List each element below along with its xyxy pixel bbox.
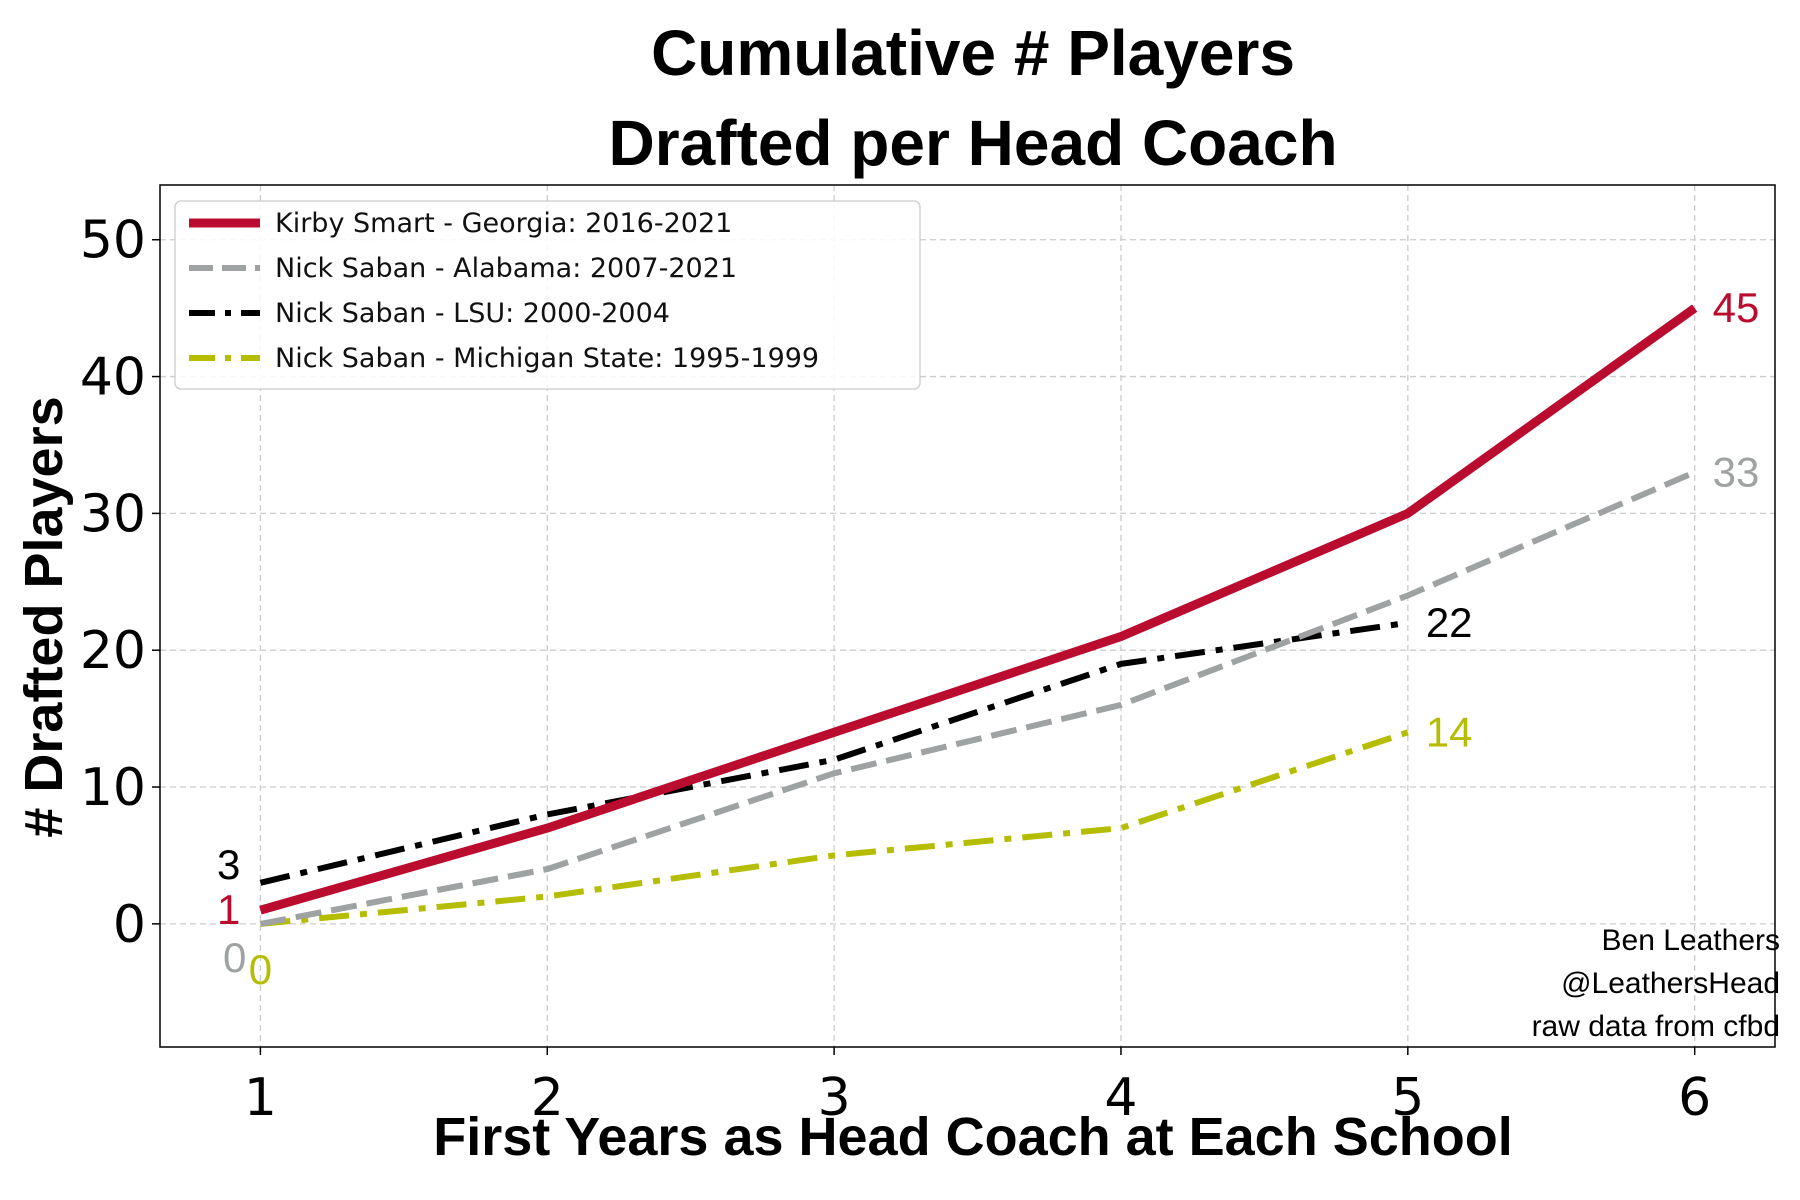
credit-line-2: @LeathersHead — [1561, 967, 1780, 1000]
x-axis-label: First Years as Head Coach at Each School — [433, 1107, 1512, 1167]
series-line-georgia — [259, 304, 1698, 915]
plot-frame — [159, 184, 1776, 1048]
x-tick-label: 1 — [244, 1068, 277, 1128]
y-tick-label: 10 — [80, 758, 146, 818]
x-tick-label: 6 — [1678, 1068, 1711, 1128]
start-label-alabama: 0 — [223, 934, 246, 981]
end-label-alabama: 33 — [1713, 448, 1760, 495]
series-line-michigan-state — [260, 729, 1409, 927]
x-tick-label: 5 — [1391, 1068, 1424, 1128]
legend-label-alabama: Nick Saban - Alabama: 2007-2021 — [275, 253, 737, 284]
x-tick-label: 3 — [818, 1068, 851, 1128]
x-tick-label: 2 — [531, 1068, 564, 1128]
legend-label-georgia: Kirby Smart - Georgia: 2016-2021 — [275, 208, 732, 239]
label-layer: 45 33 22 14 310 0 — [217, 284, 1759, 993]
y-tick-label: 50 — [80, 211, 146, 271]
end-label-lsu: 22 — [1426, 599, 1473, 646]
legend-swatches — [189, 218, 260, 361]
y-axis-label: # Drafted Players — [14, 396, 74, 837]
legend-label-michigan-state: Nick Saban - Michigan State: 1995-1999 — [275, 343, 819, 374]
end-label-georgia: 45 — [1713, 284, 1760, 331]
series-line-alabama — [259, 469, 1696, 927]
x-tick-label: 4 — [1104, 1068, 1137, 1128]
credit-line-3: raw data from cfbd — [1532, 1010, 1780, 1043]
series-line-lsu — [259, 619, 1409, 886]
chart-title-line-1: Cumulative # Players — [651, 17, 1295, 89]
legend: Kirby Smart - Georgia: 2016-2021 Nick Sa… — [174, 200, 921, 390]
start-label-michigan-state: 0 — [249, 946, 272, 993]
y-tick-label: 20 — [80, 621, 146, 681]
chart-title-line-2: Drafted per Head Coach — [608, 107, 1337, 179]
legend-frame — [174, 200, 921, 390]
credit-line-1: Ben Leathers — [1602, 924, 1780, 957]
start-label-georgia: 1 — [217, 886, 240, 933]
legend-label-lsu: Nick Saban - LSU: 2000-2004 — [275, 298, 670, 329]
series-layer — [259, 304, 1698, 927]
start-label-lsu: 3 — [217, 841, 240, 888]
y-tick-label: 0 — [113, 895, 146, 955]
y-tick-label: 40 — [80, 348, 146, 408]
grid-layer — [160, 185, 1775, 1047]
end-label-michigan-state: 14 — [1426, 708, 1473, 755]
y-tick-label: 30 — [80, 484, 146, 544]
